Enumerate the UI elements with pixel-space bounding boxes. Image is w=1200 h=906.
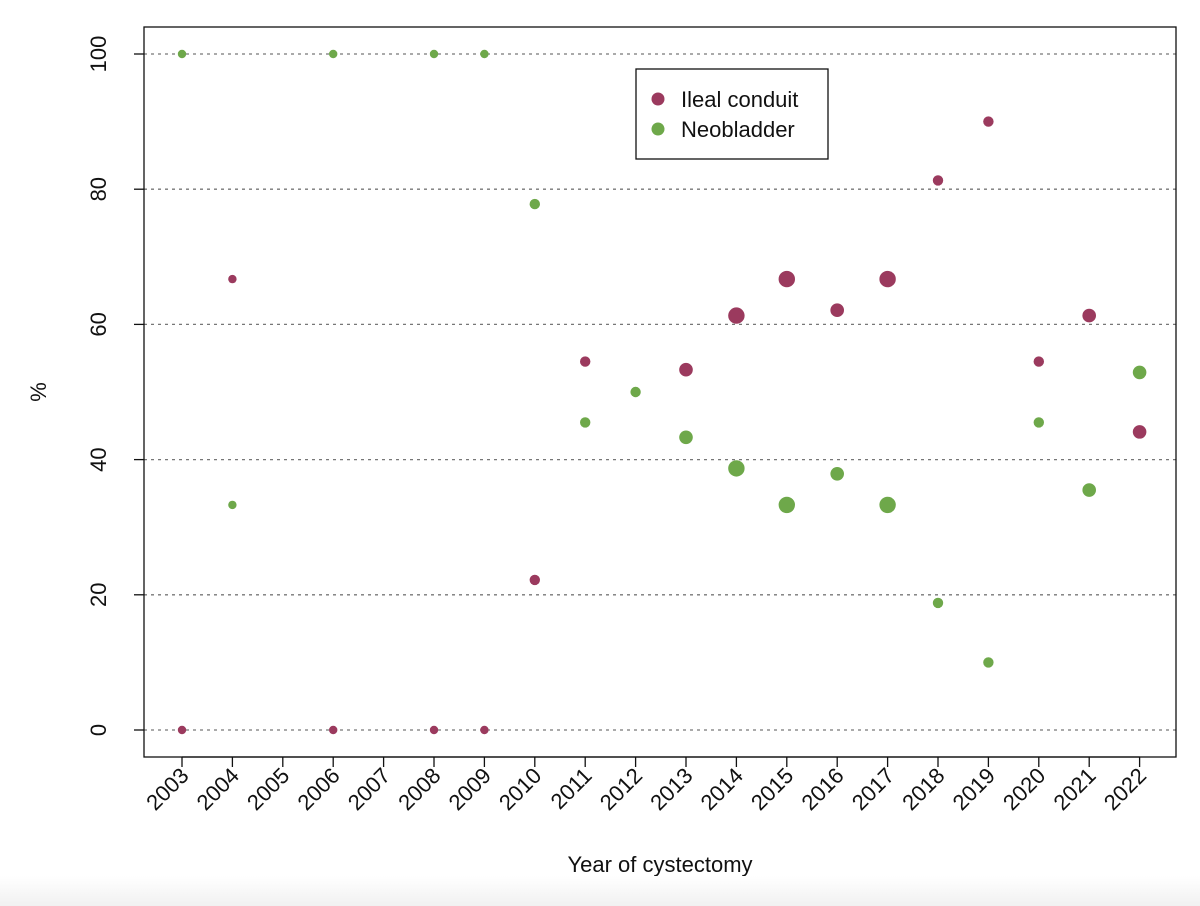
y-tick-label: 100	[86, 36, 111, 73]
point-ileal-conduit-2017	[879, 270, 896, 288]
point-ileal-conduit-2016	[830, 303, 844, 318]
legend-label-neobladder: Neobladder	[681, 117, 795, 142]
point-neobladder-2015	[778, 496, 795, 514]
y-tick-label: 0	[86, 724, 111, 736]
y-tick-label: 80	[86, 177, 111, 201]
point-neobladder-2017	[879, 496, 896, 514]
point-neobladder-2012	[630, 386, 641, 398]
point-ileal-conduit-2003	[177, 725, 187, 735]
x-tick-label: 2020	[998, 763, 1050, 815]
legend: Ileal conduit Neobladder	[635, 68, 829, 160]
x-tick-label: 2018	[897, 763, 949, 815]
point-neobladder-2019	[983, 657, 994, 668]
point-neobladder-2003	[177, 49, 187, 59]
x-tick-label: 2017	[847, 763, 899, 815]
legend-label-ileal-conduit: Ileal conduit	[681, 87, 798, 112]
point-ileal-conduit-2015	[778, 270, 795, 288]
y-tick-label: 20	[86, 583, 111, 607]
point-neobladder-2021	[1082, 483, 1096, 497]
point-ileal-conduit-2008	[429, 725, 439, 735]
data-points	[177, 49, 1147, 735]
x-tick-label: 2022	[1099, 763, 1151, 815]
point-ileal-conduit-2022	[1132, 425, 1147, 439]
point-ileal-conduit-2021	[1082, 308, 1096, 323]
point-neobladder-2011	[580, 417, 591, 428]
point-ileal-conduit-2014	[728, 307, 745, 324]
point-ileal-conduit-2020	[1033, 356, 1045, 367]
point-neobladder-2022	[1132, 365, 1147, 380]
y-tick-label: 60	[86, 312, 111, 336]
point-neobladder-2018	[932, 597, 944, 609]
point-neobladder-2014	[728, 460, 745, 477]
point-neobladder-2004	[228, 500, 237, 510]
point-ileal-conduit-2006	[329, 725, 338, 735]
x-tick-label: 2007	[343, 763, 395, 815]
point-ileal-conduit-2019	[983, 116, 994, 127]
point-neobladder-2006	[329, 49, 338, 59]
legend-marker-neobladder	[651, 122, 665, 136]
point-ileal-conduit-2004	[228, 274, 237, 284]
x-tick-label: 2009	[444, 763, 496, 815]
point-neobladder-2009	[480, 49, 489, 59]
legend-box	[635, 68, 829, 160]
bottom-fade	[0, 876, 1200, 906]
x-tick-label: 2008	[393, 763, 445, 815]
x-tick-label: 2012	[595, 763, 647, 815]
x-tick-label: 2003	[141, 763, 193, 815]
y-axis-title: %	[26, 382, 51, 402]
x-tick-label: 2006	[292, 763, 344, 815]
point-neobladder-2008	[429, 49, 439, 59]
x-tick-label: 2021	[1048, 763, 1100, 815]
point-neobladder-2013	[679, 430, 693, 445]
x-tick-label: 2010	[494, 763, 546, 815]
point-ileal-conduit-2010	[529, 574, 540, 586]
x-axis-title: Year of cystectomy	[567, 852, 752, 877]
point-ileal-conduit-2009	[480, 725, 489, 735]
x-tick-label: 2015	[746, 763, 798, 815]
x-tick-label: 2016	[796, 763, 848, 815]
x-tick-label: 2013	[645, 763, 697, 815]
x-tick-label: 2019	[948, 763, 1000, 815]
point-ileal-conduit-2011	[580, 356, 591, 367]
y-tick-label: 40	[86, 447, 111, 471]
legend-marker-ileal-conduit	[651, 92, 665, 106]
x-tick-label: 2005	[242, 763, 294, 815]
point-ileal-conduit-2013	[679, 362, 693, 377]
point-neobladder-2016	[830, 466, 844, 481]
y-axis: 0 20 40 60 80 100	[86, 36, 144, 736]
x-tick-label: 2014	[696, 763, 748, 815]
point-ileal-conduit-2018	[932, 175, 944, 186]
point-neobladder-2020	[1033, 417, 1045, 428]
point-neobladder-2010	[529, 198, 540, 210]
x-tick-label: 2004	[192, 763, 244, 815]
x-tick-label: 2011	[546, 763, 597, 814]
